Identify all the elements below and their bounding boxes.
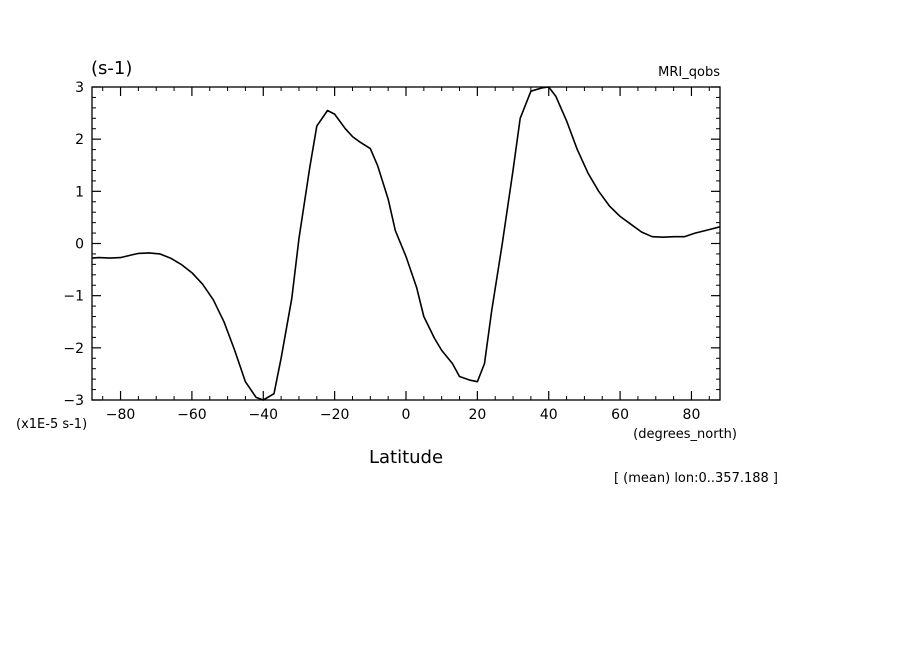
y-tick-label: 3: [75, 80, 84, 96]
x-tick-label: −60: [177, 407, 207, 423]
y-axis: −3 −2 −1 0 1 2 3: [63, 80, 720, 409]
x-tick-label: 60: [611, 407, 629, 423]
x-tick-label: −20: [320, 407, 350, 423]
x-units-label: (degrees_north): [633, 427, 737, 442]
series-group: [91, 86, 721, 401]
y-scale-label: (x1E-5 s-1): [16, 417, 87, 432]
y-tick-label: 0: [75, 237, 84, 253]
x-axis-label: Latitude: [369, 447, 443, 468]
y-tick-label: −1: [63, 289, 84, 305]
x-tick-label: 80: [683, 407, 701, 423]
minor-ticks: [92, 87, 720, 400]
chart-title: MRI_qobs: [658, 65, 720, 80]
y-tick-label: 1: [75, 184, 84, 200]
x-tick-label: 40: [540, 407, 558, 423]
unit-label: (s-1): [91, 58, 132, 79]
series-line-0: [91, 86, 721, 401]
y-tick-label: −2: [63, 341, 84, 357]
plot-frame: [91, 86, 721, 401]
coverage-note: [ (mean) lon:0..357.188 ]: [614, 471, 778, 486]
y-tick-label: −3: [63, 393, 84, 409]
y-tick-label: 2: [75, 132, 84, 148]
x-tick-label: 0: [402, 407, 411, 423]
x-tick-label: −40: [248, 407, 278, 423]
x-tick-label: −80: [106, 407, 136, 423]
x-axis: −80 −60 −40 −20 0 20 40 60 80: [106, 87, 701, 423]
x-tick-label: 20: [468, 407, 486, 423]
